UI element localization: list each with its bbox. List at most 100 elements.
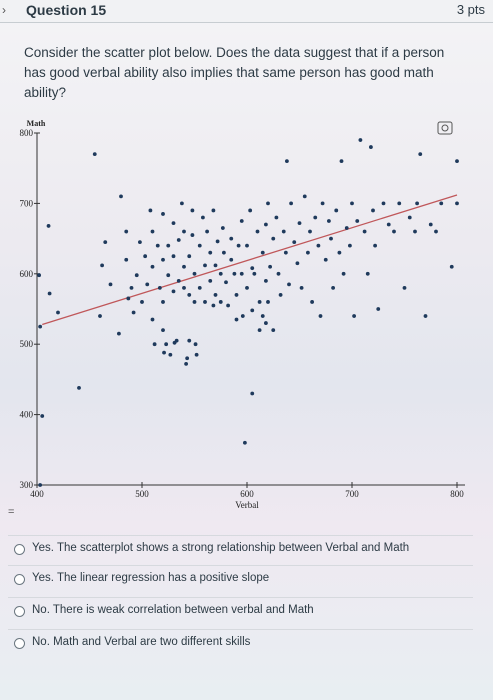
data-point	[236, 243, 241, 248]
answer-option-4[interactable]: No. Math and Verbal are two different sk…	[8, 629, 473, 658]
radio-button[interactable]	[14, 638, 25, 649]
equals-mark: =	[8, 506, 15, 518]
data-point	[131, 310, 136, 315]
answer-option-2[interactable]: Yes. The linear regression has a positiv…	[8, 565, 473, 594]
data-point	[250, 391, 255, 396]
data-point	[331, 285, 335, 290]
data-point	[365, 271, 370, 276]
answer-option-1[interactable]: Yes. The scatterplot shows a strong rela…	[8, 535, 473, 564]
data-point	[423, 314, 428, 318]
data-point	[287, 282, 291, 287]
data-point	[355, 219, 360, 223]
radio-button[interactable]	[14, 574, 25, 585]
data-point	[350, 201, 354, 206]
data-point	[129, 285, 134, 290]
data-point	[190, 233, 195, 237]
nav-arrow-icon[interactable]: ›	[2, 3, 6, 17]
data-point	[211, 303, 216, 308]
data-point	[245, 285, 249, 290]
data-point	[283, 250, 288, 255]
data-point	[407, 215, 412, 220]
data-point	[313, 215, 318, 220]
data-point	[220, 226, 225, 230]
data-point	[180, 201, 184, 206]
data-point	[222, 250, 226, 255]
data-point	[229, 257, 234, 262]
data-point	[320, 201, 325, 206]
data-point	[449, 264, 454, 269]
data-point	[289, 201, 293, 206]
data-point	[215, 239, 220, 244]
data-point	[46, 224, 51, 228]
x-tick-label: 500	[135, 489, 149, 499]
data-point	[197, 285, 202, 290]
data-point	[213, 293, 218, 297]
data-point	[208, 278, 213, 283]
data-point	[174, 338, 179, 343]
data-point	[232, 271, 237, 276]
data-point	[194, 352, 199, 357]
data-point	[184, 362, 189, 366]
y-tick-label: 300	[20, 480, 34, 490]
data-point	[358, 138, 363, 142]
data-point	[56, 310, 60, 315]
data-point	[148, 208, 153, 213]
x-axis-label: Verbal	[235, 500, 259, 510]
data-point	[138, 240, 142, 245]
data-point	[239, 219, 244, 223]
data-point	[276, 271, 281, 276]
data-point	[108, 282, 113, 287]
data-point	[369, 145, 373, 149]
data-point	[77, 385, 81, 390]
radio-button[interactable]	[14, 606, 25, 617]
data-point	[376, 307, 381, 311]
data-point	[245, 243, 249, 248]
data-point	[124, 257, 129, 262]
data-point	[166, 243, 171, 248]
data-point	[337, 250, 342, 255]
data-point	[171, 221, 176, 226]
data-point	[250, 308, 255, 313]
data-point	[266, 300, 270, 304]
data-point	[182, 229, 186, 234]
data-point	[260, 314, 265, 318]
image-expand-icon[interactable]	[437, 121, 453, 135]
y-tick-label: 400	[20, 410, 34, 420]
question-title: Question 15	[26, 2, 107, 18]
data-point	[327, 219, 331, 223]
data-point	[229, 236, 234, 241]
data-point	[310, 300, 314, 304]
data-point	[182, 285, 186, 290]
question-points: 3 pts	[456, 2, 485, 17]
data-point	[161, 212, 165, 216]
data-point	[161, 300, 165, 304]
data-point	[166, 273, 171, 278]
answer-option-3[interactable]: No. There is weak correlation between ve…	[8, 597, 473, 626]
data-point	[266, 201, 270, 206]
data-point	[213, 263, 218, 268]
data-point	[352, 314, 356, 318]
data-point	[402, 285, 407, 290]
data-point	[439, 201, 444, 206]
data-point	[171, 254, 176, 259]
data-point	[140, 300, 144, 304]
question-text: Consider the scatter plot below. Does th…	[24, 45, 445, 100]
data-point	[302, 194, 307, 199]
data-point	[203, 300, 207, 304]
data-point	[334, 208, 339, 213]
data-point	[208, 250, 213, 255]
data-point	[224, 280, 228, 285]
data-point	[268, 264, 272, 269]
data-point	[152, 342, 157, 347]
data-point	[455, 201, 459, 206]
data-point	[318, 314, 323, 318]
data-point	[161, 328, 165, 333]
data-point	[185, 356, 190, 361]
data-point	[308, 229, 312, 234]
data-point	[145, 282, 150, 287]
data-point	[182, 264, 186, 269]
data-point	[381, 201, 386, 206]
radio-button[interactable]	[14, 544, 25, 555]
data-point	[117, 331, 121, 336]
data-point	[176, 278, 181, 283]
